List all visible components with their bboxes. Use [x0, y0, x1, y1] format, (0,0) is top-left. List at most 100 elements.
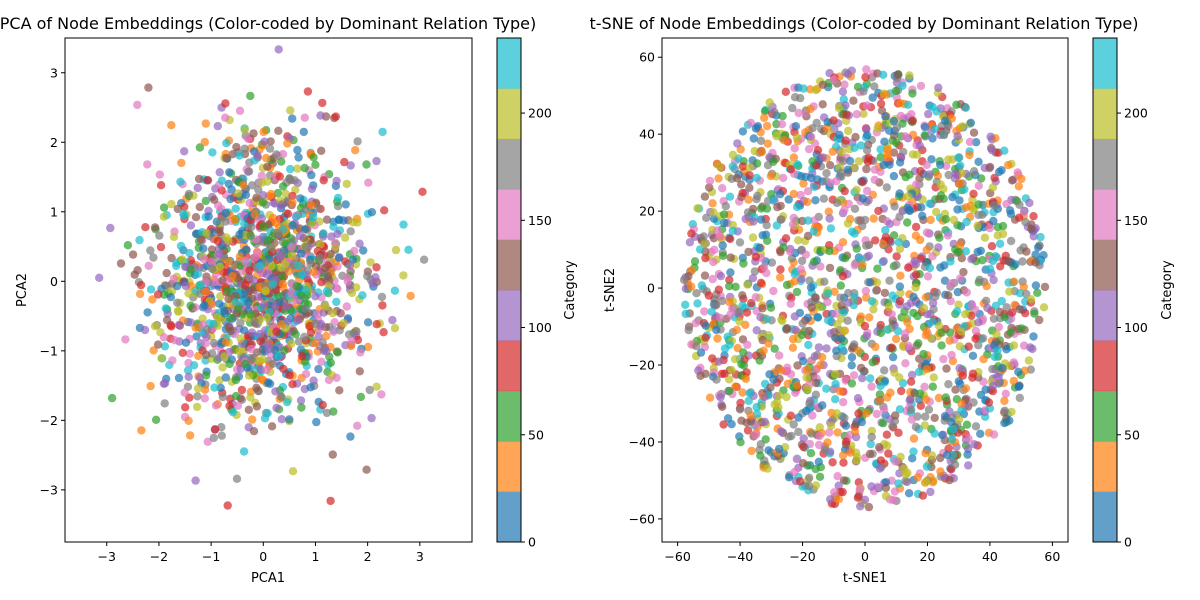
pca-point: [223, 501, 232, 510]
tsne-point: [903, 218, 912, 227]
tsne-point: [921, 331, 931, 340]
tsne-point: [753, 191, 762, 201]
tsne-point: [926, 487, 935, 497]
pca-point: [143, 160, 152, 169]
tsne-point: [922, 228, 932, 237]
tsne-point: [871, 342, 880, 352]
pca-point: [399, 271, 408, 280]
tsne-point: [862, 101, 872, 110]
pca-point: [153, 290, 163, 299]
tsne-point: [1035, 315, 1044, 325]
pca-point: [137, 426, 146, 435]
tsne-colorbar-segment: [1093, 38, 1117, 89]
pca-point: [203, 325, 212, 334]
tsne-point: [934, 393, 944, 403]
pca-point: [288, 198, 297, 207]
pca-point: [195, 143, 205, 152]
tsne-point: [971, 138, 981, 147]
tsne-point: [840, 186, 849, 196]
tsne-point: [752, 159, 762, 168]
tsne-point: [841, 421, 851, 430]
tsne-point: [807, 303, 816, 312]
tsne-point: [1026, 343, 1035, 352]
pca-x-tick-label: 0: [259, 549, 267, 564]
tsne-point: [822, 169, 831, 178]
tsne-point: [957, 405, 966, 415]
pca-point: [213, 121, 222, 131]
tsne-point: [1013, 168, 1022, 177]
tsne-point: [872, 409, 881, 419]
tsne-point: [832, 198, 842, 208]
tsne-point: [996, 262, 1005, 271]
tsne-point: [695, 245, 705, 254]
pca-point: [228, 408, 238, 417]
tsne-point: [893, 327, 903, 336]
tsne-point: [788, 334, 798, 344]
tsne-point: [1005, 287, 1014, 296]
tsne-point: [739, 348, 748, 357]
pca-colorbar-frame: [496, 37, 522, 543]
pca-point: [316, 240, 325, 249]
tsne-point: [792, 202, 802, 212]
pca-point: [218, 363, 227, 372]
tsne-point: [749, 134, 758, 143]
tsne-point: [738, 162, 748, 171]
pca-point: [259, 127, 268, 137]
tsne-point: [974, 181, 983, 190]
tsne-point: [738, 127, 748, 136]
tsne-point: [700, 239, 709, 248]
pca-point: [356, 392, 366, 402]
tsne-point: [942, 364, 951, 373]
tsne-point: [811, 464, 820, 474]
pca-colorbar-tick-label: 0: [528, 535, 536, 550]
pca-point: [241, 280, 250, 290]
tsne-point: [910, 256, 920, 266]
tsne-point: [949, 450, 958, 460]
tsne-point: [879, 405, 889, 415]
tsne-point: [888, 352, 898, 362]
tsne-point: [895, 282, 905, 291]
tsne-point: [925, 170, 934, 179]
tsne-point: [776, 366, 786, 375]
tsne-point: [936, 453, 945, 463]
tsne-point: [1019, 207, 1029, 216]
tsne-point: [854, 346, 863, 355]
tsne-point: [1015, 289, 1025, 298]
tsne-point: [775, 190, 785, 199]
pca-point: [372, 263, 381, 272]
tsne-point: [737, 180, 746, 189]
pca-point: [306, 383, 315, 392]
pca-point: [202, 228, 211, 238]
tsne-point: [936, 467, 945, 476]
tsne-point: [847, 353, 857, 362]
pca-point: [176, 177, 185, 186]
pca-point: [362, 465, 371, 474]
pca-y-tick-label: 1: [50, 204, 58, 219]
tsne-point: [871, 236, 880, 245]
tsne-point: [1015, 305, 1024, 314]
tsne-point: [879, 419, 888, 428]
tsne-point: [709, 214, 719, 223]
tsne-point: [1000, 396, 1009, 406]
pca-point: [121, 335, 130, 344]
tsne-point: [922, 477, 931, 486]
tsne-point: [803, 365, 812, 374]
tsne-point: [799, 442, 808, 452]
tsne-point: [993, 223, 1002, 232]
tsne-point: [818, 153, 827, 162]
pca-point: [159, 212, 169, 221]
pca-point: [300, 332, 309, 342]
pca-point: [236, 334, 245, 343]
pca-point: [208, 148, 217, 157]
tsne-x-label: t-SNE1: [843, 571, 887, 586]
pca-point: [340, 157, 349, 167]
tsne-point: [862, 408, 871, 418]
pca-point: [254, 185, 263, 194]
tsne-point: [939, 354, 948, 364]
tsne-point: [742, 308, 752, 317]
tsne-point: [811, 378, 821, 388]
pca-point: [140, 325, 150, 335]
tsne-point: [826, 421, 836, 430]
tsne-point: [995, 239, 1005, 248]
tsne-point: [950, 460, 960, 469]
